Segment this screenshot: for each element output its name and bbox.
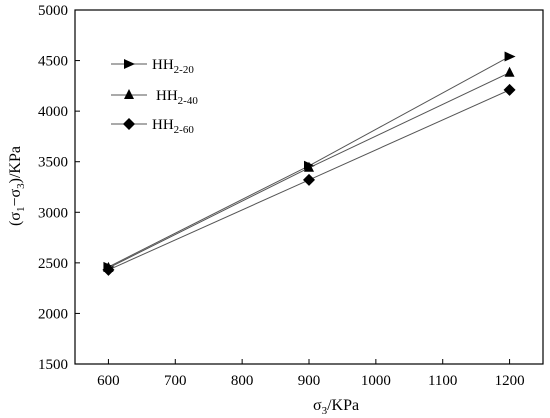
y-tick-label: 2000: [38, 306, 68, 322]
y-tick-label: 2500: [38, 256, 68, 272]
x-tick-label: 900: [298, 373, 321, 389]
x-tick-label: 600: [97, 373, 120, 389]
y-tick-label: 3000: [38, 205, 68, 221]
x-tick-label: 1100: [428, 373, 457, 389]
legend-marker: [124, 59, 135, 69]
legend-label: HH2-60: [152, 117, 194, 136]
plot-area: 600 700 800 900 1000 1100 1200 1500 2000 2500 3000…: [38, 3, 544, 389]
data-point-2-20: [504, 51, 516, 62]
x-tick-label: 1000: [361, 373, 391, 389]
axes-frame: [74, 9, 544, 365]
y-tick-label: 1500: [38, 357, 68, 373]
data-point-2-40: [304, 161, 314, 172]
legend-marker: [124, 89, 134, 99]
x-axis-label: σ3/KPa: [313, 397, 359, 417]
y-tick-label: 3500: [38, 155, 68, 171]
legend-marker: [123, 118, 135, 130]
y-tick-label: 5000: [38, 3, 68, 19]
x-tick-label: 700: [164, 373, 187, 389]
x-tick-label: 1200: [495, 373, 525, 389]
y-tick-label: 4000: [38, 104, 68, 120]
legend-label: HH2-20: [152, 57, 194, 76]
data-point-2-60: [102, 263, 115, 276]
legend-label: HH2-40: [156, 88, 198, 107]
data-point-2-60: [503, 83, 516, 96]
y-axis-label: (σ1−σ3)/KPa: [7, 146, 27, 226]
y-tick-label: 4500: [38, 54, 68, 70]
x-tick-label: 800: [231, 373, 254, 389]
data-point-2-40: [504, 66, 515, 77]
data-point-2-60: [303, 173, 315, 186]
